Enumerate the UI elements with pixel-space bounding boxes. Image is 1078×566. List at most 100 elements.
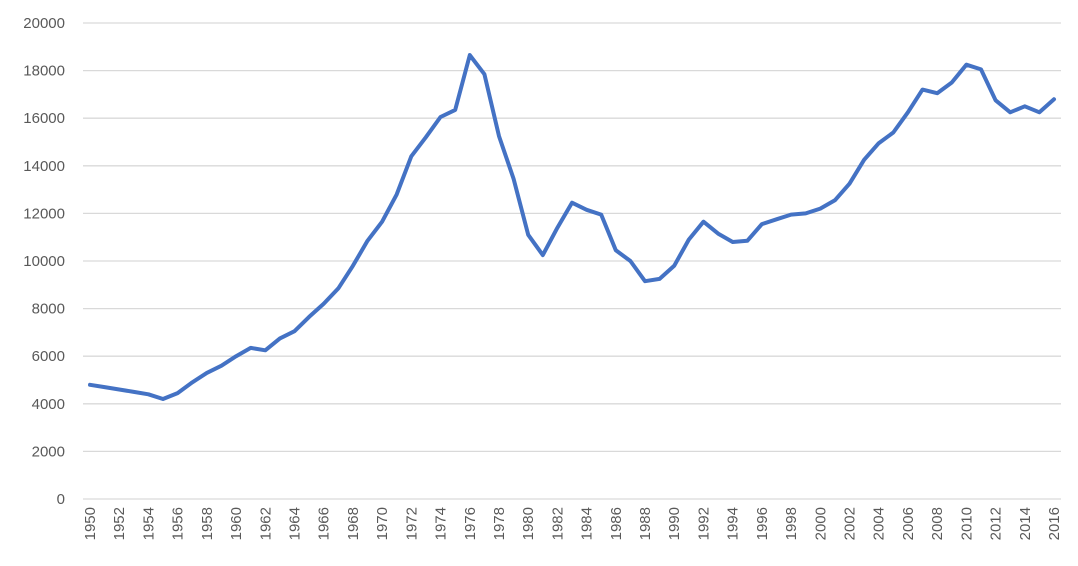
data-point (513, 178, 515, 180)
data-point (133, 391, 135, 393)
data-point (89, 384, 91, 386)
data-point (878, 142, 880, 144)
data-point (688, 239, 690, 241)
data-point (819, 208, 821, 210)
x-tick-label: 1950 (82, 507, 99, 540)
data-point (118, 389, 120, 391)
data-point (892, 131, 894, 133)
x-tick-label: 2010 (958, 507, 975, 540)
data-point (308, 316, 310, 318)
x-tick-label: 1952 (111, 507, 128, 540)
data-point (293, 330, 295, 332)
x-tick-label: 1964 (286, 507, 303, 540)
y-tick-label: 14000 (23, 158, 65, 175)
series-line (88, 53, 1056, 401)
x-tick-label: 2012 (988, 507, 1005, 540)
data-point (352, 265, 354, 267)
data-point (717, 233, 719, 235)
data-point (936, 92, 938, 94)
x-tick-label: 1984 (579, 507, 596, 540)
data-point (177, 392, 179, 394)
x-tick-label: 1968 (345, 507, 362, 540)
x-tick-label: 1960 (228, 507, 245, 540)
data-point (556, 227, 558, 229)
x-tick-label: 2016 (1046, 507, 1063, 540)
data-point (250, 347, 252, 349)
data-point (951, 82, 953, 83)
data-point (673, 265, 675, 267)
data-point (834, 199, 836, 201)
y-tick-label: 20000 (23, 15, 65, 32)
y-tick-label: 10000 (23, 253, 65, 270)
x-tick-label: 1990 (666, 507, 683, 540)
x-tick-label: 1958 (199, 507, 216, 540)
data-point (849, 183, 851, 185)
data-point (746, 240, 748, 242)
x-tick-label: 1980 (520, 507, 537, 540)
data-point (1024, 105, 1026, 107)
data-point (410, 155, 412, 157)
data-point (527, 234, 529, 236)
x-tick-label: 1974 (433, 507, 450, 540)
x-axis: 1950 1952 1954 1956 1958 1960 1962 1964 1966 1968… (82, 507, 1063, 540)
x-tick-label: 1978 (491, 507, 508, 540)
data-point (761, 223, 763, 225)
series (88, 53, 1056, 401)
data-point (381, 221, 383, 223)
data-point (907, 111, 909, 113)
data-point (586, 209, 588, 211)
data-point (790, 214, 792, 216)
data-point (1009, 111, 1011, 113)
x-tick-label: 1972 (403, 507, 420, 540)
data-point (863, 159, 865, 161)
y-tick-label: 12000 (23, 205, 65, 222)
data-point (995, 99, 997, 101)
data-point (732, 241, 734, 243)
data-point (454, 109, 456, 111)
data-point (425, 136, 427, 138)
data-point (922, 89, 924, 91)
x-tick-label: 2000 (812, 507, 829, 540)
data-point (235, 355, 237, 357)
x-tick-label: 1956 (170, 507, 187, 540)
data-point (702, 221, 704, 223)
x-tick-label: 1982 (549, 507, 566, 540)
x-tick-label: 1976 (462, 507, 479, 540)
data-point (498, 135, 500, 137)
y-tick-label: 8000 (32, 301, 65, 318)
y-tick-label: 2000 (32, 443, 65, 460)
x-tick-label: 1994 (725, 507, 742, 540)
x-tick-label: 2006 (900, 507, 917, 540)
data-point (980, 68, 982, 70)
x-tick-label: 1986 (608, 507, 625, 540)
data-point (644, 280, 646, 282)
x-tick-label: 2004 (871, 507, 888, 540)
data-point (1038, 111, 1040, 113)
data-point (775, 218, 777, 220)
data-point (1053, 98, 1055, 100)
x-tick-label: 1992 (695, 507, 712, 540)
data-point (659, 278, 661, 280)
data-point (323, 303, 325, 305)
data-point (206, 372, 208, 374)
data-point (147, 393, 149, 395)
data-point (440, 116, 442, 118)
x-tick-label: 1954 (140, 507, 157, 540)
data-point (191, 381, 193, 383)
y-tick-label: 6000 (32, 348, 65, 365)
data-point (965, 64, 967, 66)
x-tick-label: 1966 (316, 507, 333, 540)
data-point (469, 54, 471, 56)
data-point (367, 240, 369, 242)
data-point (162, 398, 164, 400)
data-point (615, 249, 617, 251)
data-point (104, 386, 106, 388)
x-tick-label: 1962 (257, 507, 274, 540)
data-point (396, 193, 398, 195)
y-tick-label: 16000 (23, 110, 65, 127)
x-tick-label: 1988 (637, 507, 654, 540)
data-point (629, 260, 631, 262)
x-tick-label: 1970 (374, 507, 391, 540)
y-tick-label: 18000 (23, 63, 65, 80)
